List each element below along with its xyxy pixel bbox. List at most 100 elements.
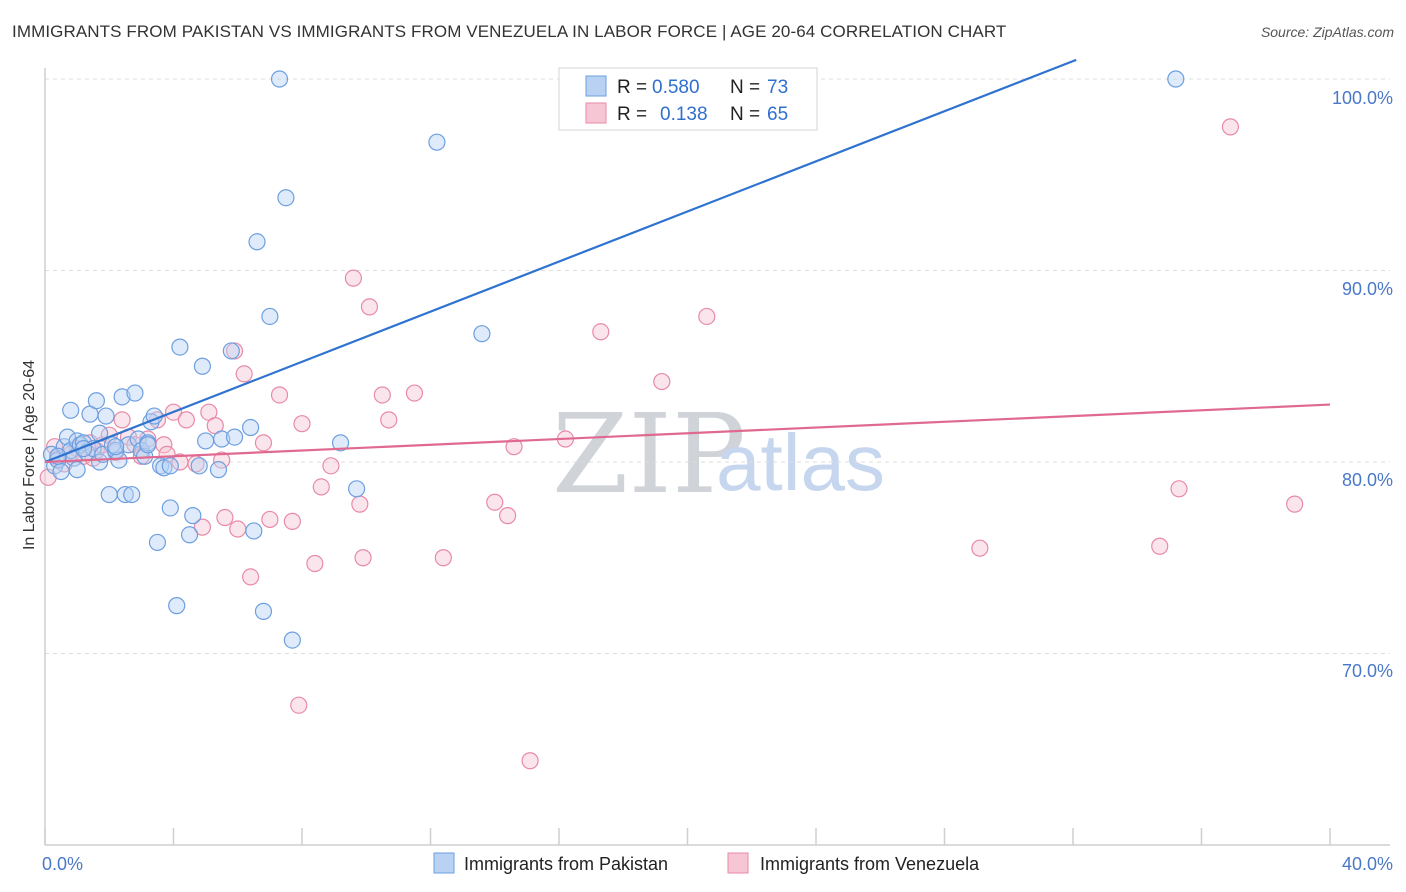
pakistan-point: [171, 338, 189, 356]
venezuela-point: [270, 386, 289, 404]
pakistan-point: [254, 602, 273, 620]
venezuela-point: [1286, 495, 1304, 513]
chart-source: Source: ZipAtlas.com: [1260, 24, 1394, 40]
pakistan-point: [225, 428, 244, 446]
pakistan-point: [180, 526, 199, 544]
venezuela-point: [261, 510, 279, 529]
pakistan-points: [42, 70, 1185, 649]
pakistan-point: [97, 407, 115, 425]
x-tick-label-40: 40.0%: [1342, 854, 1393, 874]
venezuela-point: [306, 554, 324, 573]
venezuela-point: [405, 384, 424, 402]
venezuela-point: [1151, 537, 1169, 555]
pakistan-point: [193, 357, 212, 375]
venezuela-point: [113, 411, 131, 429]
venezuela-point: [193, 518, 212, 536]
venezuela-point: [283, 512, 301, 530]
pakistan-point: [52, 462, 70, 481]
pakistan-point: [1167, 70, 1185, 88]
pakistan-point: [107, 438, 125, 456]
venezuela-point: [1170, 480, 1188, 498]
venezuela-point: [312, 478, 330, 496]
pakistan-point: [123, 485, 141, 504]
stats-r-value-venezuela: 0.138: [660, 104, 708, 125]
chart-title: IMMIGRANTS FROM PAKISTAN VS IMMIGRANTS F…: [12, 22, 1007, 41]
pakistan-point: [213, 430, 231, 448]
pakistan-point: [261, 307, 279, 326]
legend-label-pakistan: Immigrants from Pakistan: [464, 854, 668, 874]
stats-r-label-venezuela: R =: [617, 104, 647, 125]
venezuela-point: [698, 307, 716, 326]
venezuela-trend-line: [44, 403, 1331, 464]
pakistan-point: [148, 533, 167, 552]
pakistan-point: [197, 432, 215, 450]
venezuela-point: [290, 696, 308, 714]
venezuela-point: [499, 507, 517, 525]
pakistan-point: [348, 480, 366, 498]
pakistan-point: [283, 631, 301, 649]
stats-n-value-pakistan: 73: [767, 77, 788, 98]
venezuela-point: [242, 568, 260, 586]
x-tick-label-0: 0.0%: [42, 854, 83, 874]
pakistan-point: [116, 485, 134, 504]
pakistan-point: [184, 507, 202, 525]
pakistan-point: [139, 436, 157, 454]
stats-n-label-venezuela: N =: [730, 104, 760, 125]
pakistan-point: [100, 485, 118, 504]
pakistan-point: [155, 459, 173, 477]
venezuela-point: [216, 508, 234, 527]
venezuela-point: [177, 411, 195, 429]
pakistan-point: [87, 392, 106, 410]
pakistan-point: [331, 434, 350, 452]
pakistan-point: [473, 325, 491, 343]
pakistan-point: [62, 401, 80, 419]
venezuela-point: [486, 493, 504, 511]
pakistan-point: [68, 461, 86, 479]
pakistan-point: [209, 461, 228, 479]
venezuela-point: [344, 269, 362, 287]
pakistan-point: [222, 342, 240, 360]
watermark-zip: ZIP: [552, 390, 746, 518]
series-legend: Immigrants from Pakistan Immigrants from…: [433, 852, 980, 874]
y-tick-label-70: 70.0%: [1342, 661, 1393, 681]
pakistan-point: [242, 418, 260, 437]
stats-legend-swatch-pakistan: [585, 75, 607, 97]
pakistan-point: [248, 233, 266, 251]
venezuela-point: [254, 434, 273, 452]
pakistan-point: [428, 133, 446, 151]
y-tick-label-90: 90.0%: [1342, 279, 1393, 299]
pakistan-point: [161, 499, 179, 517]
y-tick-label-100: 100.0%: [1332, 88, 1393, 108]
venezuela-point: [505, 438, 523, 456]
venezuela-point: [213, 451, 231, 469]
venezuela-point: [354, 549, 372, 567]
venezuela-point: [434, 549, 452, 567]
pakistan-point: [161, 457, 179, 475]
pakistan-point: [190, 457, 208, 475]
y-tick-label-80: 80.0%: [1342, 470, 1393, 490]
stats-n-label-pakistan: N =: [730, 77, 760, 98]
pakistan-point: [168, 597, 186, 615]
pakistan-point: [277, 189, 295, 207]
venezuela-point: [971, 539, 989, 557]
venezuela-point: [373, 386, 391, 404]
legend-swatch-pakistan: [433, 852, 455, 874]
pakistan-point: [113, 388, 131, 406]
pakistan-trend-line: [44, 58, 1077, 464]
pakistan-point: [126, 384, 144, 402]
pakistan-point: [270, 70, 289, 88]
venezuela-point: [653, 372, 671, 391]
stats-legend-swatch-venezuela: [585, 102, 607, 124]
venezuela-point: [235, 365, 253, 383]
legend-swatch-venezuela: [727, 852, 749, 874]
pakistan-point: [58, 428, 77, 446]
legend-label-venezuela: Immigrants from Venezuela: [760, 854, 980, 874]
venezuela-point: [380, 411, 398, 429]
stats-r-label-pakistan: R =: [617, 77, 647, 98]
venezuela-point: [521, 752, 539, 770]
venezuela-point: [360, 298, 379, 316]
stats-r-value-pakistan: 0.580: [652, 77, 700, 98]
venezuela-point: [592, 323, 610, 341]
y-axis-label: In Labor Force | Age 20-64: [21, 360, 38, 550]
